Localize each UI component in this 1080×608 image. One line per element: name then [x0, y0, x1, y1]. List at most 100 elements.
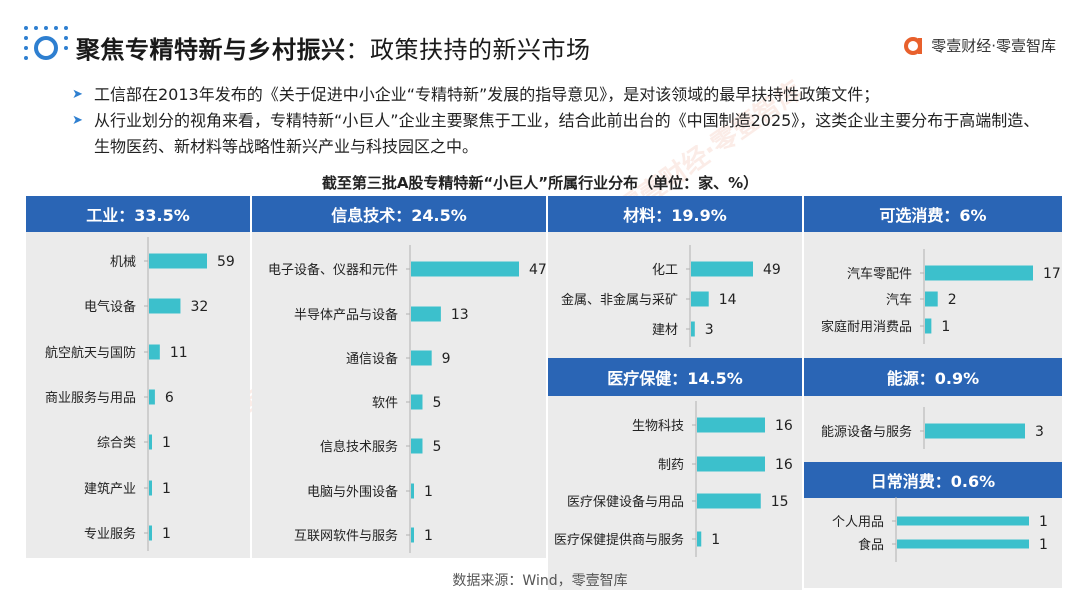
category-label: 机械 — [110, 255, 136, 270]
bar — [697, 456, 765, 472]
page-title: 聚焦专精特新与乡村振兴：政策扶持的新兴市场 — [76, 30, 591, 65]
chart-panel-header: 工业：33.5% — [26, 196, 250, 232]
data-label: 32 — [190, 299, 208, 315]
bullet-text: 从行业划分的视角来看，专精特新“小巨人”企业主要聚焦于工业，结合此前出台的《中国… — [94, 111, 1040, 156]
data-label: 17 — [1043, 266, 1061, 282]
bar — [697, 531, 702, 547]
chart-panel — [548, 232, 802, 358]
bullet-list: ➤ 工信部在2013年发布的《关于促进中小企业“专精特新”发展的指导意见》，是对… — [72, 82, 1052, 160]
bullet-text: 工信部在2013年发布的《关于促进中小企业“专精特新”发展的指导意见》，是对该领… — [94, 85, 880, 104]
category-label: 信息技术服务 — [320, 439, 398, 455]
title-main: 聚焦专精特新与乡村振兴 — [76, 36, 346, 64]
category-label: 化工 — [652, 263, 678, 278]
data-label: 11 — [170, 345, 188, 361]
bar — [897, 539, 1029, 549]
category-label: 综合类 — [97, 436, 136, 451]
bar — [691, 321, 695, 337]
bar — [149, 480, 152, 496]
bar — [925, 318, 932, 334]
bullet-item: ➤ 工信部在2013年发布的《关于促进中小企业“专精特新”发展的指导意见》，是对… — [72, 82, 1052, 108]
brand-name: 零壹财经·零壹智库 — [931, 36, 1056, 55]
bar — [149, 389, 155, 405]
data-label: 14 — [719, 292, 737, 308]
data-label: 49 — [763, 262, 781, 278]
data-label: 1 — [711, 532, 720, 548]
category-label: 互联网软件与服务 — [294, 528, 398, 544]
chart-title: 截至第三批A股专精特新“小巨人”所属行业分布（单位：家、%） — [321, 174, 759, 192]
chart-panel-header: 能源：0.9% — [804, 358, 1062, 396]
category-label: 个人用品 — [832, 515, 884, 530]
category-label: 电气设备 — [84, 299, 136, 315]
chart-panel — [26, 232, 250, 558]
bar — [925, 291, 938, 307]
brand-logo-icon — [904, 37, 923, 55]
bar — [149, 344, 160, 360]
category-label: 通信设备 — [346, 351, 398, 367]
category-label: 医疗保健设备与用品 — [567, 494, 684, 510]
data-label: 1 — [941, 319, 950, 335]
chart-panel — [252, 232, 546, 558]
category-label: 建材 — [652, 323, 678, 338]
data-label: 1 — [424, 528, 433, 544]
bar — [411, 261, 519, 277]
title-sub: ：政策扶持的新兴市场 — [345, 36, 591, 64]
data-label: 5 — [432, 395, 441, 411]
source-note: 数据来源：Wind，零壹智库 — [452, 573, 628, 589]
category-label: 汽车零配件 — [847, 266, 912, 282]
bar — [925, 423, 1025, 439]
bullet-arrow-icon: ➤ — [72, 113, 83, 128]
bar — [697, 493, 761, 509]
logo-dots-icon — [24, 26, 68, 60]
category-label: 制药 — [658, 458, 684, 473]
category-label: 电脑与外围设备 — [307, 484, 398, 500]
bullet-arrow-icon: ➤ — [72, 87, 83, 102]
data-label: 1 — [162, 481, 171, 497]
data-label: 59 — [217, 254, 235, 270]
bar — [411, 438, 423, 454]
bar — [149, 525, 152, 541]
chart-panel-header: 信息技术：24.5% — [252, 196, 546, 232]
data-label: 5 — [432, 439, 441, 455]
category-label: 半导体产品与设备 — [294, 307, 398, 323]
bar — [411, 306, 441, 322]
chart-panel-header: 日常消费：0.6% — [804, 462, 1062, 498]
bar — [691, 261, 753, 277]
bar — [691, 291, 709, 307]
category-label: 航空航天与国防 — [45, 345, 136, 361]
data-label: 3 — [1035, 424, 1044, 440]
category-label: 金属、非金属与采矿 — [561, 292, 678, 308]
category-label: 医疗保健提供商与服务 — [554, 532, 684, 548]
data-label: 2 — [948, 292, 957, 308]
bar — [149, 253, 207, 269]
category-label: 电子设备、仪器和元件 — [268, 262, 398, 278]
data-label: 1 — [162, 526, 171, 542]
category-label: 建筑产业 — [84, 481, 136, 497]
chart-panel-header: 材料：19.9% — [548, 196, 802, 232]
data-label: 16 — [775, 418, 793, 434]
bar — [697, 417, 765, 433]
bar — [925, 265, 1033, 281]
bar — [411, 350, 432, 366]
data-label: 6 — [165, 390, 174, 406]
category-label: 生物科技 — [632, 419, 684, 434]
category-label: 能源设备与服务 — [821, 424, 912, 440]
category-label: 专业服务 — [84, 526, 136, 542]
data-label: 16 — [775, 457, 793, 473]
data-label: 15 — [771, 494, 789, 510]
chart-panel-header: 医疗保健：14.5% — [548, 358, 802, 396]
category-label: 商业服务与用品 — [45, 390, 136, 406]
bar — [149, 298, 181, 314]
data-label: 3 — [705, 322, 714, 338]
bullet-item: ➤ 从行业划分的视角来看，专精特新“小巨人”企业主要聚焦于工业，结合此前出台的《… — [72, 108, 1052, 160]
data-label: 9 — [442, 351, 451, 367]
data-label: 1 — [424, 484, 433, 500]
bar — [149, 434, 152, 450]
category-label: 汽车 — [886, 292, 912, 308]
data-label: 1 — [1039, 537, 1048, 553]
data-label: 47 — [529, 262, 547, 278]
data-label: 13 — [451, 307, 469, 323]
category-label: 软件 — [372, 396, 398, 411]
bar — [411, 527, 414, 543]
category-label: 食品 — [858, 537, 884, 553]
